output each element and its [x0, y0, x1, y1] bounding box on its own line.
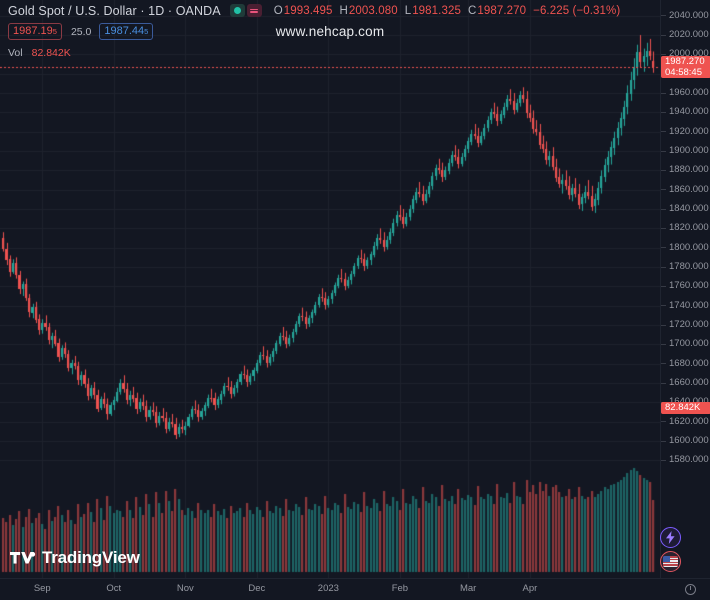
chart-legend: Gold Spot / U.S. Dollar · 1D · OANDA O19…: [8, 3, 621, 60]
time-axis-tick: Feb: [391, 583, 409, 594]
lightning-glyph-icon: [666, 531, 675, 544]
price-axis-tick: 1680.000: [661, 358, 710, 370]
us-flag-glyph-icon: [663, 556, 678, 567]
price-axis-tick: 1760.000: [661, 280, 710, 292]
low-value: 1981.325: [412, 4, 461, 17]
high-value: 2003.080: [348, 4, 398, 17]
price-axis-tick: 1660.000: [661, 377, 710, 389]
open-value: 1993.495: [283, 4, 333, 17]
volume-tag: 82.842K: [661, 402, 710, 415]
time-axis-tick: Apr: [522, 583, 538, 594]
current-price-tag: 1987.270 04:58:45: [661, 55, 710, 78]
price-axis-tick: 2020.000: [661, 29, 710, 41]
ask-fraction: 5: [144, 27, 149, 36]
high-label: H: [339, 4, 348, 17]
legend-toggles: [229, 4, 262, 17]
price-axis-tick: 2040.000: [661, 10, 710, 22]
price-axis-tick: 1720.000: [661, 319, 710, 331]
price-axis-tick: 1880.000: [661, 164, 710, 176]
clock-icon[interactable]: [685, 584, 696, 595]
price-axis[interactable]: 1987.270 04:58:45 82.842K 2040.000 2020.0…: [660, 0, 710, 578]
us-flag-icon[interactable]: [660, 551, 681, 572]
price-axis-tick: 1600.000: [661, 435, 710, 447]
volume-label: Vol: [8, 47, 23, 59]
time-axis-tick: 2023: [317, 583, 339, 594]
legend-quote-row: 1987.19 5 25.0 1987.44 5: [8, 23, 621, 40]
low-label: L: [404, 4, 412, 17]
bid-price: 1987.19: [13, 25, 53, 37]
ohlc-values: O1993.495 H2003.080 L1981.325 C1987.270 −6.2…: [274, 5, 622, 17]
price-axis-tick: 1900.000: [661, 145, 710, 157]
price-axis-tick: 2000.000: [661, 48, 710, 60]
chart-plot-area[interactable]: [0, 0, 660, 578]
volume-value: 82.842K: [31, 47, 71, 59]
price-axis-tick: 1800.000: [661, 242, 710, 254]
site-watermark: www.nehcap.com: [275, 24, 385, 39]
tradingview-mark-icon: [10, 551, 36, 564]
price-axis-tick: 1940.000: [661, 106, 710, 118]
close-value: 1987.270: [477, 4, 527, 17]
time-axis-tick: Oct: [106, 583, 122, 594]
change-value: −6.225 (−0.31%): [533, 4, 621, 17]
time-axis[interactable]: Sep Oct Nov Dec 2023 Feb Mar Apr: [0, 578, 710, 600]
price-axis-tick: 1620.000: [661, 416, 710, 428]
bid-price-box[interactable]: 1987.19 5: [8, 23, 62, 40]
time-axis-tick: Sep: [33, 583, 51, 594]
price-axis-tick: 1580.000: [661, 454, 710, 466]
spread-value: 25.0: [70, 25, 92, 38]
price-axis-tick: 1780.000: [661, 261, 710, 273]
bar-countdown: 04:58:45: [665, 66, 702, 78]
ask-price: 1987.44: [104, 25, 145, 37]
candlestick-series: [0, 0, 660, 578]
price-axis-tick: 1820.000: [661, 222, 710, 234]
time-axis-tick: Mar: [459, 583, 477, 594]
symbol-title[interactable]: Gold Spot / U.S. Dollar · 1D · OANDA: [8, 3, 221, 18]
tradingview-logo[interactable]: TradingView: [10, 548, 140, 568]
eye-icon[interactable]: [229, 4, 245, 17]
legend-title-row: Gold Spot / U.S. Dollar · 1D · OANDA O19…: [8, 3, 621, 18]
ask-price-box[interactable]: 1987.44 5: [99, 23, 154, 40]
lightning-icon[interactable]: [660, 527, 681, 548]
open-label: O: [273, 4, 283, 17]
close-label: C: [467, 4, 477, 17]
time-axis-tick: Nov: [176, 583, 194, 594]
price-axis-tick: 1960.000: [661, 87, 710, 99]
legend-volume-row: Vol 82.842K: [8, 46, 621, 60]
price-axis-tick: 1840.000: [661, 203, 710, 215]
bid-fraction: 5: [52, 27, 57, 36]
tradingview-logo-text: TradingView: [42, 548, 140, 567]
time-axis-tick: Dec: [248, 583, 266, 594]
current-price: 1987.270: [665, 55, 705, 67]
price-axis-tick: 1920.000: [661, 126, 710, 138]
price-axis-tick: 1700.000: [661, 338, 710, 350]
menu-icon[interactable]: [246, 4, 262, 17]
price-axis-tick: 1740.000: [661, 300, 710, 312]
price-axis-tick: 1860.000: [661, 184, 710, 196]
